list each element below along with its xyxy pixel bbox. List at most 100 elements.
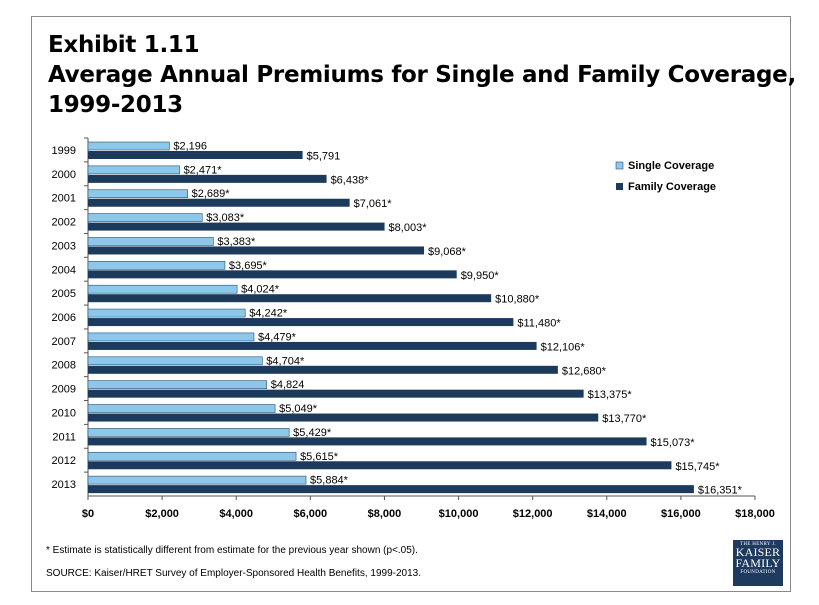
x-tick-label: $4,000 xyxy=(219,508,253,520)
y-tick-label: 2002 xyxy=(52,217,76,229)
bar-single-coverage xyxy=(87,284,238,294)
y-tick-label: 2012 xyxy=(52,455,76,467)
y-tick-label: 2011 xyxy=(52,431,76,443)
logo-line-2: KAISER xyxy=(735,545,781,559)
bar-family-coverage xyxy=(88,485,694,494)
bar-single-coverage xyxy=(87,332,255,342)
legend-swatch-single xyxy=(615,161,624,170)
x-tick-label: $6,000 xyxy=(294,508,328,520)
legend-label-family: Family Coverage xyxy=(628,181,716,193)
title-line-2: Average Annual Premiums for Single and F… xyxy=(48,62,796,88)
title-line-3: 1999-2013 xyxy=(48,92,183,118)
data-label-single: $5,615* xyxy=(300,451,339,463)
bar-family-coverage xyxy=(88,198,350,207)
x-tick-label: $12,000 xyxy=(513,508,553,520)
data-label-family: $11,480* xyxy=(517,318,561,330)
y-tick-label: 2010 xyxy=(52,407,76,419)
data-label-single: $3,383* xyxy=(217,236,256,248)
data-label-single: $4,024* xyxy=(241,284,280,296)
data-label-family: $12,106* xyxy=(541,341,586,353)
data-label-single: $5,049* xyxy=(279,403,318,415)
bar-single-coverage xyxy=(87,380,268,389)
bar-family-coverage xyxy=(88,174,327,183)
bar-single-coverage xyxy=(87,141,170,151)
data-label-single: $4,824 xyxy=(271,379,305,391)
data-label-single: $2,196 xyxy=(173,141,207,153)
logo-line-4: FOUNDATION xyxy=(740,570,776,575)
y-tick-label: 2004 xyxy=(52,264,76,276)
data-label-family: $12,680* xyxy=(562,365,607,377)
footnote: * Estimate is statistically different fr… xyxy=(46,545,418,556)
bar-family-coverage xyxy=(88,341,537,350)
bar-family-coverage xyxy=(88,246,425,255)
bar-family-coverage xyxy=(88,294,492,303)
data-label-family: $7,061* xyxy=(354,198,393,210)
title-line-1: Exhibit 1.11 xyxy=(48,32,200,58)
data-label-family: $16,351* xyxy=(698,485,743,497)
bar-single-coverage xyxy=(87,189,188,199)
data-label-family: $15,073* xyxy=(651,437,696,449)
y-tick-label: 2009 xyxy=(52,384,76,396)
x-tick-label: $8,000 xyxy=(368,508,402,520)
bar-family-coverage xyxy=(88,270,457,279)
legend-swatch-family xyxy=(616,183,623,190)
x-tick-label: $14,000 xyxy=(587,508,627,520)
data-label-family: $5,791 xyxy=(307,151,341,163)
data-label-family: $13,770* xyxy=(602,413,647,425)
bar-family-coverage xyxy=(88,365,558,374)
x-tick-label: $18,000 xyxy=(735,508,775,520)
data-label-single: $5,884* xyxy=(310,475,349,487)
y-tick-label: 2007 xyxy=(52,336,76,348)
logo-line-3: FAMILY xyxy=(735,556,781,570)
x-tick-label: $16,000 xyxy=(661,508,701,520)
data-label-single: $4,704* xyxy=(266,355,305,367)
data-label-single: $2,689* xyxy=(192,188,231,200)
data-label-family: $10,880* xyxy=(495,294,540,306)
bar-single-coverage xyxy=(87,451,297,461)
y-tick-label: 1999 xyxy=(52,145,76,157)
x-tick-label: $0 xyxy=(82,508,94,520)
data-label-single: $5,429* xyxy=(293,427,332,439)
bar-family-coverage xyxy=(88,151,303,159)
bar-single-coverage xyxy=(87,404,276,413)
logo-line-1: THE HENRY J. xyxy=(740,542,776,547)
y-tick-label: 2005 xyxy=(52,288,76,300)
bar-single-coverage xyxy=(87,237,214,246)
y-tick-label: 2000 xyxy=(52,169,76,181)
data-label-family: $13,375* xyxy=(588,389,633,401)
legend-label-single: Single Coverage xyxy=(628,160,714,172)
kff-logo: THE HENRY J. KAISER FAMILY FOUNDATION xyxy=(733,540,783,586)
x-tick-label: $10,000 xyxy=(439,508,479,520)
data-label-single: $4,242* xyxy=(249,308,288,320)
bar-single-coverage xyxy=(87,308,246,318)
bar-family-coverage xyxy=(88,437,647,446)
data-label-family: $9,950* xyxy=(461,270,500,282)
y-tick-label: 2006 xyxy=(52,312,76,324)
x-tick-label: $2,000 xyxy=(145,508,179,520)
bar-single-coverage xyxy=(87,475,307,485)
chart-title: Exhibit 1.11 Average Annual Premiums for… xyxy=(48,30,796,120)
y-tick-label: 2003 xyxy=(52,240,76,252)
data-label-family: $15,745* xyxy=(675,461,720,473)
data-label-family: $6,438* xyxy=(331,174,370,186)
y-tick-label: 2008 xyxy=(52,360,76,372)
data-label-family: $8,003* xyxy=(389,222,428,234)
data-label-single: $4,479* xyxy=(258,331,297,343)
bar-family-coverage xyxy=(88,222,385,231)
data-label-single: $3,695* xyxy=(229,260,268,272)
source-note: SOURCE: Kaiser/HRET Survey of Employer-S… xyxy=(46,568,421,579)
bar-family-coverage xyxy=(88,461,672,470)
y-tick-label: 2013 xyxy=(52,479,76,491)
y-tick-label: 2001 xyxy=(52,193,76,205)
bar-single-coverage xyxy=(87,213,203,222)
bar-family-coverage xyxy=(88,413,599,422)
bar-single-coverage xyxy=(87,261,226,270)
data-label-family: $9,068* xyxy=(428,246,467,258)
bar-single-coverage xyxy=(87,428,290,437)
bar-single-coverage xyxy=(87,165,180,175)
data-label-single: $3,083* xyxy=(206,212,245,224)
bar-single-coverage xyxy=(87,356,263,366)
data-label-single: $2,471* xyxy=(184,164,223,176)
bar-family-coverage xyxy=(88,318,514,327)
